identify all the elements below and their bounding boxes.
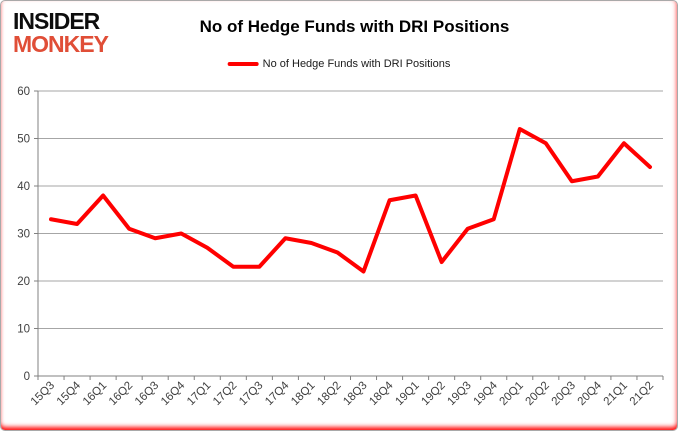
y-axis-tick-label: 60 [17,86,30,98]
y-axis-tick-label: 10 [17,324,30,336]
x-axis-tick-label: 17Q2 [211,380,239,408]
x-axis-tick-label: 17Q4 [263,379,292,408]
x-axis-tick-label: 15Q3 [29,380,57,408]
y-axis-tick-label: 40 [17,181,30,193]
y-axis-tick-label: 20 [17,276,30,288]
legend: No of Hedge Funds with DRI Positions [227,58,451,70]
x-axis-tick-label: 20Q4 [576,379,605,408]
x-axis-tick-label: 19Q1 [393,380,421,408]
x-axis-tick-label: 18Q1 [289,380,317,408]
y-axis-tick-label: 30 [17,229,30,241]
hedge-funds-series-line [49,127,652,274]
x-axis-tick-label: 18Q2 [315,380,343,408]
x-axis-tick-label: 21Q1 [602,380,630,408]
y-axis-tick-label: 50 [17,134,30,146]
insider-monkey-logo: INSIDER MONKEY [13,8,109,57]
chart-title: No of Hedge Funds with DRI Positions [199,17,510,36]
x-axis-tick-label: 21Q2 [628,380,656,408]
x-axis-tick-label: 20Q1 [498,380,526,408]
legend-label: No of Hedge Funds with DRI Positions [262,58,451,70]
x-axis-tick-label: 16Q1 [81,380,109,408]
x-axis-tick-label: 19Q4 [471,379,500,408]
x-axis-tick-label: 16Q2 [107,380,135,408]
x-axis-tick-label: 15Q4 [55,379,84,408]
x-axis-tick-label: 20Q3 [550,380,578,408]
logo-monkey-text: MONKEY [13,30,109,57]
x-axis-tick-label: 20Q2 [524,380,552,408]
x-axis-tick-label: 16Q3 [133,380,161,408]
legend-line-swatch [227,62,259,66]
x-axis-tick-label: 18Q4 [367,379,396,408]
x-axis-tick-label: 19Q3 [445,380,473,408]
x-axis-tick-label: 18Q3 [341,380,369,408]
x-axis-tick-label: 16Q4 [159,379,188,408]
x-axis-tick-label: 17Q1 [185,380,213,408]
x-axis-tick-label: 17Q3 [237,380,265,408]
x-axis-tick-label: 19Q2 [419,380,447,408]
y-axis-tick-label: 0 [24,371,30,383]
logo-insider-text: INSIDER [13,8,100,34]
